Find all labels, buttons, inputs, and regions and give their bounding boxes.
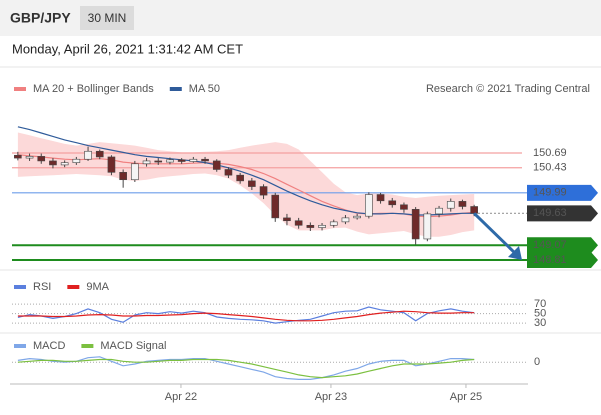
candle-body (458, 201, 467, 207)
candle-body (271, 194, 280, 219)
level-label: 148.81 (533, 254, 567, 266)
candle-body (306, 224, 315, 228)
candle-body (142, 160, 151, 165)
level-box (527, 184, 598, 201)
candle-body (72, 158, 81, 163)
candle-body (166, 159, 174, 163)
x-tick-label: Apr 25 (450, 391, 482, 403)
candle-body (189, 158, 198, 162)
candle-body (154, 160, 163, 163)
candle-body (294, 220, 303, 226)
y-tick-label: 70 (534, 298, 546, 310)
level-box (527, 205, 598, 222)
legend-label: 9MA (86, 281, 109, 293)
y-tick-label: 50 (534, 308, 546, 320)
candle-body (248, 180, 256, 187)
source: Research © 2021 Trading Central (426, 83, 590, 95)
candle-body (376, 194, 385, 202)
legend-label: MA 20 + Bollinger Bands (33, 83, 154, 95)
x-tick-label: Apr 22 (165, 391, 197, 403)
legend-marker (14, 285, 26, 289)
candle-body (318, 224, 326, 228)
y-tick-label: 30 (534, 317, 546, 329)
timeframe[interactable]: 30 MIN (88, 11, 127, 25)
candle-body (400, 204, 408, 210)
candle-body (224, 169, 233, 176)
x-tick-label: Apr 23 (315, 391, 347, 403)
bollinger-band (17, 132, 475, 237)
candle-body (107, 156, 116, 173)
symbol: GBP/JPY (10, 10, 71, 26)
series-line (17, 356, 475, 380)
legend-marker (81, 344, 94, 348)
forecast-arrow-head (508, 246, 522, 261)
candle-body (259, 186, 268, 196)
legend-label: MACD Signal (100, 340, 166, 352)
forecast-arrow (473, 212, 518, 256)
candle-body (435, 207, 443, 215)
series-line (17, 310, 475, 322)
timeframe-tab[interactable] (80, 6, 134, 30)
candle-body (60, 162, 69, 166)
ma-line (17, 126, 475, 216)
level-label: 150.43 (533, 162, 567, 174)
legend-marker (14, 87, 26, 91)
candle-body (37, 156, 46, 162)
level-label: 149.99 (533, 187, 567, 199)
candle-body (446, 201, 455, 209)
candle-body (14, 154, 22, 159)
candle-body (49, 160, 57, 166)
legend-label: MA 50 (189, 83, 220, 95)
candle-body (201, 158, 209, 162)
candle-body (212, 160, 221, 170)
level-label: 149.63 (533, 207, 567, 219)
candle-body (341, 217, 350, 223)
candle-body (388, 200, 397, 206)
y-tick-label: 0 (534, 356, 540, 368)
level-box (527, 237, 598, 254)
candle-body (177, 159, 186, 162)
candle-body (283, 217, 291, 222)
candle-body (84, 150, 92, 160)
level-label: 150.69 (533, 147, 567, 159)
legend-label: MACD (33, 340, 65, 352)
candle-body (329, 221, 338, 226)
candle-body (25, 156, 34, 159)
candle-body (131, 163, 139, 181)
candle-body (236, 174, 244, 182)
candle-body (411, 209, 420, 240)
candle-body (119, 172, 127, 181)
legend-label: RSI (33, 281, 51, 293)
legend-marker (14, 344, 26, 348)
series-line (17, 358, 475, 379)
legend-marker (169, 87, 182, 91)
datetime: Monday, April 26, 2021 1:31:42 AM CET (12, 41, 243, 56)
legend-marker (67, 285, 80, 289)
candle-body (423, 213, 432, 240)
candle-body (365, 194, 373, 217)
candle-body (95, 150, 104, 158)
candle-body (353, 215, 361, 219)
level-label: 149.07 (533, 239, 567, 251)
candle-body (470, 206, 478, 214)
level-box (527, 252, 598, 269)
